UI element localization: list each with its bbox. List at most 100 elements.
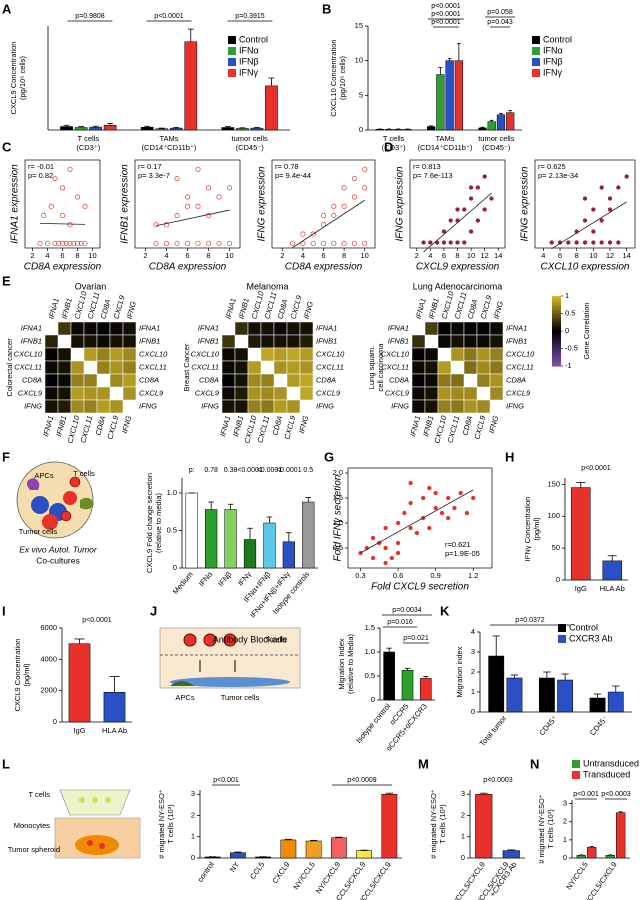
row-label: CD8A: [389, 375, 409, 384]
p-value: p<0.0001: [431, 19, 460, 26]
statistics: p=1.9E-05: [445, 549, 480, 558]
x-axis-label: Antibody Blockade: [213, 634, 288, 644]
heatmap-cell: [476, 347, 491, 362]
scatter-point: [475, 185, 481, 190]
bar: [155, 128, 169, 131]
scatter-point: [174, 240, 180, 246]
bar: [538, 677, 555, 713]
heatmap-cell: [273, 399, 288, 414]
heatmap-cell: [57, 399, 72, 414]
x-tick-label: 10: [361, 251, 369, 260]
scatter-point: [582, 240, 588, 245]
colorbar-step: [552, 341, 561, 344]
heatmap-cell: [234, 321, 249, 336]
heatmap-cell: [247, 360, 262, 375]
column-label: IFNG: [302, 300, 315, 320]
y-axis-label: T cells (10³): [438, 804, 447, 844]
colorbar-step: [552, 301, 561, 304]
p-value: p<0.001: [573, 791, 599, 798]
trend-line: [292, 199, 365, 248]
scatter-point: [455, 240, 460, 245]
column-label: CXCL9: [282, 414, 297, 440]
scatter-point: [163, 222, 170, 228]
bar: [243, 539, 257, 569]
scatter-point: [174, 175, 180, 182]
heatmap-cell: [286, 347, 301, 362]
bar: [282, 541, 295, 569]
scatter-point: [446, 495, 451, 501]
heatmap-cell: [234, 373, 249, 388]
heatmap-cell: [489, 360, 504, 375]
row-label: IFNA1: [21, 323, 42, 332]
row-label: IFNA1: [506, 323, 527, 332]
y-tick-label: 0: [461, 853, 465, 862]
scatter-point: [599, 240, 604, 245]
panel-letter: N: [530, 756, 539, 771]
heatmap-cell: [221, 347, 236, 362]
row-label: IFNG: [316, 401, 334, 410]
legend-label: IFNγ: [543, 67, 562, 77]
scatter-point: [341, 203, 347, 209]
statistics: p= 0.82: [28, 171, 53, 180]
scatter-point: [624, 174, 629, 179]
row-label: IFNG: [24, 401, 42, 410]
statistics: r=0.621: [445, 540, 471, 549]
y-tick-label: 1: [471, 687, 475, 696]
column-label: IFNG: [492, 300, 505, 320]
heatmap-cell: [96, 321, 111, 336]
p-value-label: p:: [189, 467, 195, 474]
heatmap-cell: [286, 321, 301, 336]
bar: [570, 487, 591, 581]
y-tick-label: 0: [556, 575, 560, 584]
scatter-point: [427, 525, 432, 531]
panel-letter: C: [2, 139, 12, 154]
column-label: IFNB1: [60, 297, 74, 320]
colorbar-step: [552, 310, 561, 313]
scatter-point: [395, 520, 401, 526]
heatmap-cell: [57, 321, 72, 336]
bar: [401, 669, 414, 701]
column-label: IFNA1: [408, 415, 422, 438]
trend-line: [551, 201, 627, 250]
y-axis-label: CXCL9 Fold change secretion: [145, 473, 154, 573]
heatmap-cell: [424, 360, 439, 375]
heatmap-cell: [109, 373, 124, 388]
p-value-label: 0.38: [224, 467, 238, 474]
heatmap-cell: [476, 321, 491, 336]
heatmap-cell: [489, 386, 504, 401]
heatmap-cell: [437, 399, 452, 414]
column-label: CD8A: [460, 415, 474, 437]
p-value: p<0.001: [213, 777, 239, 784]
panel-letter: K: [440, 603, 450, 618]
bar: [506, 677, 523, 713]
scatter-point: [67, 166, 73, 172]
x-axis-label: CXCL9 expression: [416, 262, 500, 273]
legend-label: IFNγ: [239, 67, 258, 77]
colorbar-step: [552, 348, 561, 351]
heatmap-cell: [96, 386, 111, 401]
scatter-point: [464, 510, 470, 516]
colorbar-step: [552, 297, 561, 300]
legend-swatch: [228, 69, 236, 77]
row-label: CXCL10: [191, 349, 220, 358]
colorbar-step: [552, 308, 561, 311]
heatmap-cell: [83, 386, 98, 401]
p-value-label: 0.5: [303, 467, 313, 474]
colorbar-step: [552, 336, 561, 339]
heatmap-cell: [273, 386, 288, 401]
heatmap-cell: [221, 386, 236, 401]
heatmap-cell: [109, 399, 124, 414]
scatter-point: [71, 240, 77, 246]
y-axis-label: T cells (10³): [546, 809, 555, 849]
scatter-point: [402, 510, 407, 516]
bar: [403, 129, 412, 131]
bar: [502, 850, 520, 859]
column-label: CD8A: [276, 298, 290, 320]
scatter-point: [452, 505, 457, 511]
heatmap-cell: [122, 334, 137, 349]
heatmap-title: Melanoma: [246, 281, 288, 291]
x-tick-label: control: [196, 860, 216, 884]
row-label: CD8A: [199, 375, 219, 384]
colorbar-step: [552, 357, 561, 360]
x-tick-label: HLA Ab: [102, 726, 127, 735]
